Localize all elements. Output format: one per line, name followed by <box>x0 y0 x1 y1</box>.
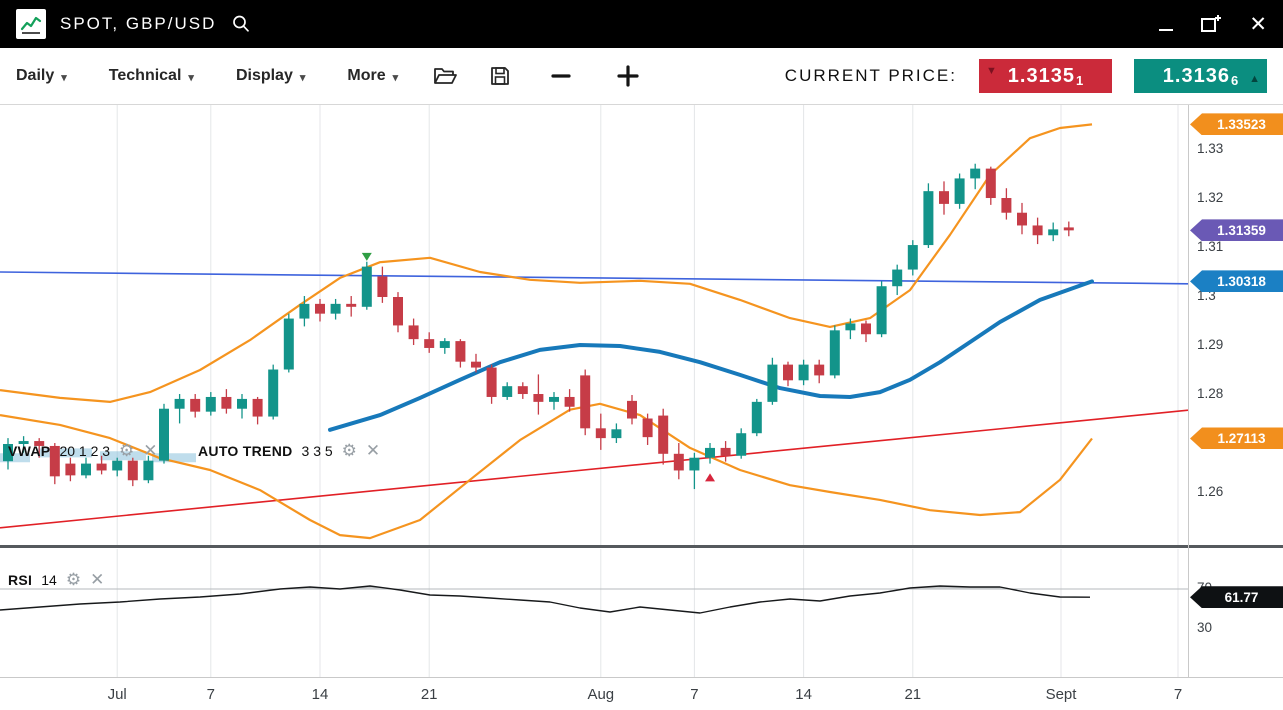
price-tick-label: 1.33 <box>1197 141 1224 156</box>
more-menu[interactable]: More ▾ <box>347 67 398 85</box>
x-axis-label: 7 <box>206 686 215 703</box>
floppy-disk-icon <box>491 67 510 85</box>
x-axis-label: Sept <box>1045 686 1077 703</box>
x-axis-label: Jul <box>107 686 127 703</box>
technical-menu-label: Technical <box>108 67 182 84</box>
save-chart-button[interactable] <box>488 64 512 88</box>
technical-menu[interactable]: Technical ▾ <box>109 67 194 85</box>
chevron-down-icon: ▾ <box>61 71 67 84</box>
indicator-vwap: VWAP 20 1 2 3 ⚙ ✕ <box>8 442 158 459</box>
more-menu-label: More <box>347 67 386 84</box>
rsi-settings-icon[interactable]: ⚙ <box>65 570 82 589</box>
indicator-rsi: RSI 14 ⚙ ✕ <box>8 571 104 588</box>
bid-down-arrow-icon: ▼ <box>986 65 997 77</box>
rsi-level-label: 30 <box>1197 620 1213 635</box>
timeframe-menu[interactable]: Daily ▾ <box>16 67 67 85</box>
ask-up-arrow-icon: ▲ <box>1249 73 1260 85</box>
current-price-label: CURRENT PRICE: <box>784 66 957 85</box>
price-tick-label: 1.29 <box>1197 337 1224 352</box>
indicator-autotrend: AUTO TREND 3 3 5 ⚙ ✕ <box>198 442 380 459</box>
x-axis-label: 14 <box>311 686 329 703</box>
plus-icon <box>617 65 639 87</box>
x-axis-label: 21 <box>904 686 922 703</box>
chevron-down-icon: ▾ <box>392 71 399 84</box>
ask-price-pip: 6 <box>1230 73 1239 88</box>
ask-price-badge: 1.3136 6 ▲ <box>1134 59 1267 93</box>
price-tick-label: 1.28 <box>1197 386 1224 401</box>
bid-price-value: 1.3135 <box>1007 64 1075 87</box>
rsi-chart-canvas[interactable] <box>0 549 1188 677</box>
chevron-down-icon: ▾ <box>188 71 194 84</box>
indicator-autotrend-params: 3 3 5 <box>301 442 333 459</box>
indicator-rsi-params: 14 <box>41 571 57 588</box>
popout-button[interactable] <box>1199 10 1223 38</box>
display-menu[interactable]: Display ▾ <box>236 67 305 85</box>
indicator-autotrend-name: AUTO TREND <box>198 442 293 459</box>
close-button[interactable]: ✕ <box>1249 12 1267 36</box>
price-chart-canvas[interactable] <box>0 105 1188 545</box>
symbol-title: SPOT, GBP/USD <box>60 14 217 33</box>
open-chart-button[interactable] <box>432 64 458 88</box>
price-tick-label: 1.26 <box>1197 484 1224 499</box>
display-menu-label: Display <box>235 67 293 84</box>
x-axis-label: 21 <box>420 686 438 703</box>
x-axis-label: 14 <box>795 686 812 703</box>
price-badge: 61.77 <box>1190 586 1283 609</box>
new-window-icon <box>1201 15 1222 32</box>
rsi-remove-icon[interactable]: ✕ <box>90 570 105 589</box>
timeframe-menu-label: Daily <box>16 67 55 84</box>
ask-price-value: 1.3136 <box>1162 64 1230 87</box>
price-tick-label: 1.31 <box>1197 239 1224 254</box>
price-badge: 1.33523 <box>1190 113 1283 136</box>
zoom-out-button[interactable] <box>550 65 572 87</box>
autotrend-settings-icon[interactable]: ⚙ <box>341 441 357 460</box>
bid-price-badge: ▼ 1.3135 1 <box>979 59 1112 93</box>
x-axis-border <box>0 677 1283 678</box>
x-axis-label: Aug <box>587 686 615 703</box>
vwap-settings-icon[interactable]: ⚙ <box>119 441 135 460</box>
price-badge: 1.31359 <box>1190 219 1283 242</box>
indicator-rsi-name: RSI <box>8 571 33 588</box>
minus-icon <box>551 74 571 78</box>
minimize-icon <box>1159 29 1174 31</box>
axis-separator <box>1188 105 1189 677</box>
indicator-vwap-params: 20 1 2 3 <box>59 442 111 459</box>
price-badge: 1.30318 <box>1190 270 1283 293</box>
indicator-vwap-name: VWAP <box>8 442 51 459</box>
titlebar: SPOT, GBP/USD ✕ <box>0 0 1283 48</box>
search-icon[interactable] <box>230 13 252 35</box>
minimize-button[interactable] <box>1159 10 1174 38</box>
current-price-area: CURRENT PRICE: ▼ 1.3135 1 1.3136 6 ▲ <box>785 59 1267 93</box>
x-axis-label: 7 <box>690 686 699 703</box>
price-tick-label: 1.32 <box>1197 190 1224 205</box>
zoom-in-button[interactable] <box>616 64 640 88</box>
chevron-down-icon: ▾ <box>299 71 306 84</box>
bid-price-pip: 1 <box>1075 73 1084 88</box>
autotrend-remove-icon[interactable]: ✕ <box>365 441 381 460</box>
x-axis-label: 7 <box>1173 686 1183 703</box>
vwap-remove-icon[interactable]: ✕ <box>143 441 158 460</box>
app-logo-icon <box>16 9 46 39</box>
panel-divider[interactable] <box>0 545 1283 548</box>
folder-open-icon <box>434 68 458 84</box>
price-badge: 1.27113 <box>1190 427 1283 450</box>
toolbar: Daily ▾ Technical ▾ Display ▾ More ▾ <box>0 48 1283 105</box>
window-controls: ✕ <box>1159 10 1267 38</box>
chart-area: VWAP 20 1 2 3 ⚙ ✕ AUTO TREND 3 3 5 ⚙ ✕ R… <box>0 105 1283 710</box>
